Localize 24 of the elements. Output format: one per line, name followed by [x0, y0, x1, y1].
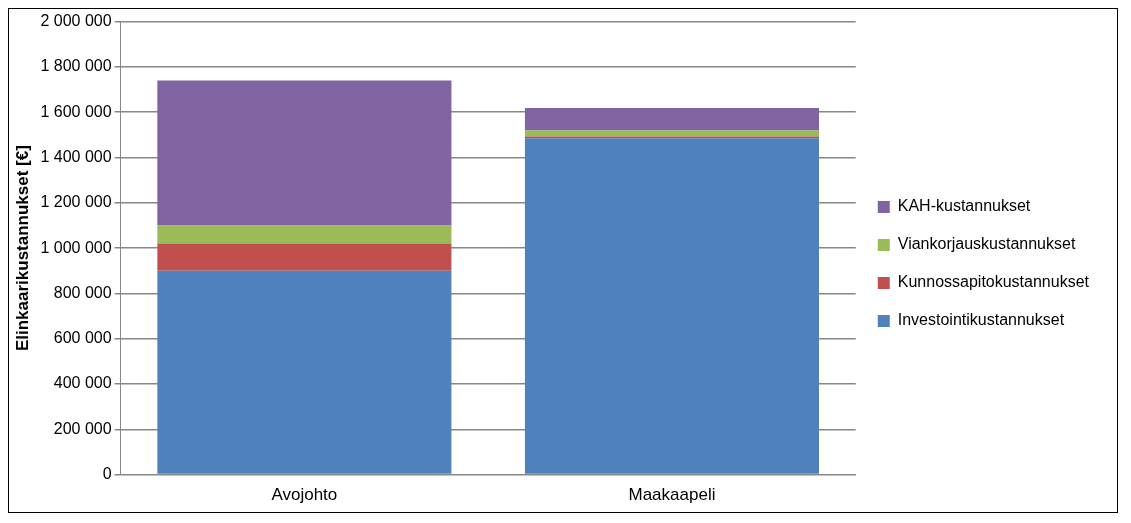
y-tick-label: 600 000 — [53, 329, 112, 347]
bar — [157, 270, 452, 474]
y-tick-label: 1 800 000 — [40, 57, 112, 75]
y-tick-label: 1 600 000 — [40, 102, 112, 120]
x-tick-label: Maakaapeli — [628, 485, 716, 505]
y-tick-label: 200 000 — [53, 419, 112, 437]
y-tick-label: 2 000 000 — [40, 12, 112, 30]
bar — [524, 138, 819, 474]
legend-label: Kunnossapitokustannukset — [897, 273, 1090, 291]
x-tick-label: Avojohto — [271, 485, 338, 505]
legend-label: Viankorjauskustannukset — [897, 235, 1076, 253]
y-tick-label: 1 400 000 — [40, 147, 112, 165]
legend-label: Investointikustannukset — [897, 311, 1065, 329]
y-tick-label: 0 — [102, 465, 112, 483]
y-tick-label: 1 200 000 — [40, 193, 112, 211]
bar — [157, 80, 452, 226]
y-axis-title: Elinkaarikustannukset [€] — [12, 145, 32, 352]
legend-label: KAH-kustannukset — [897, 197, 1031, 215]
bar — [157, 243, 452, 271]
bar — [157, 225, 452, 244]
bar — [524, 107, 819, 131]
y-tick-label: 800 000 — [53, 283, 112, 301]
y-tick-label: 400 000 — [53, 374, 112, 392]
y-tick-label: 1 000 000 — [40, 238, 112, 256]
